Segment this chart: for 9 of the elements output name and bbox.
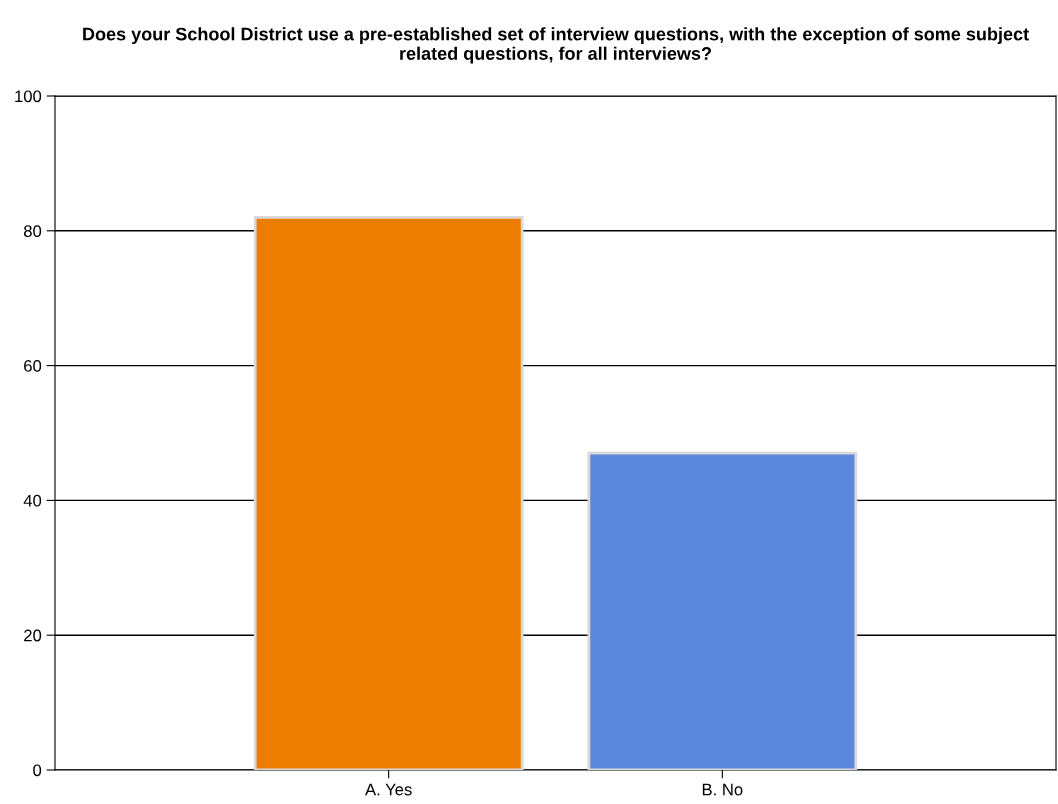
y-tick-label: 80 [23, 225, 42, 237]
y-tick-label: 40 [23, 494, 42, 507]
x-tick-label: A. Yes [365, 783, 412, 796]
y-tick-label: 100 [15, 90, 42, 103]
y-tick-label: 60 [24, 360, 42, 372]
x-tick-label: B. No [702, 783, 743, 796]
y-tick-label: 20 [24, 629, 42, 642]
y-tick-label: 0 [33, 764, 42, 777]
chart-title: Does your School District use a pre-established set of interview questions, with the exception of some subject related questions, for all interviews? [83, 27, 1029, 64]
